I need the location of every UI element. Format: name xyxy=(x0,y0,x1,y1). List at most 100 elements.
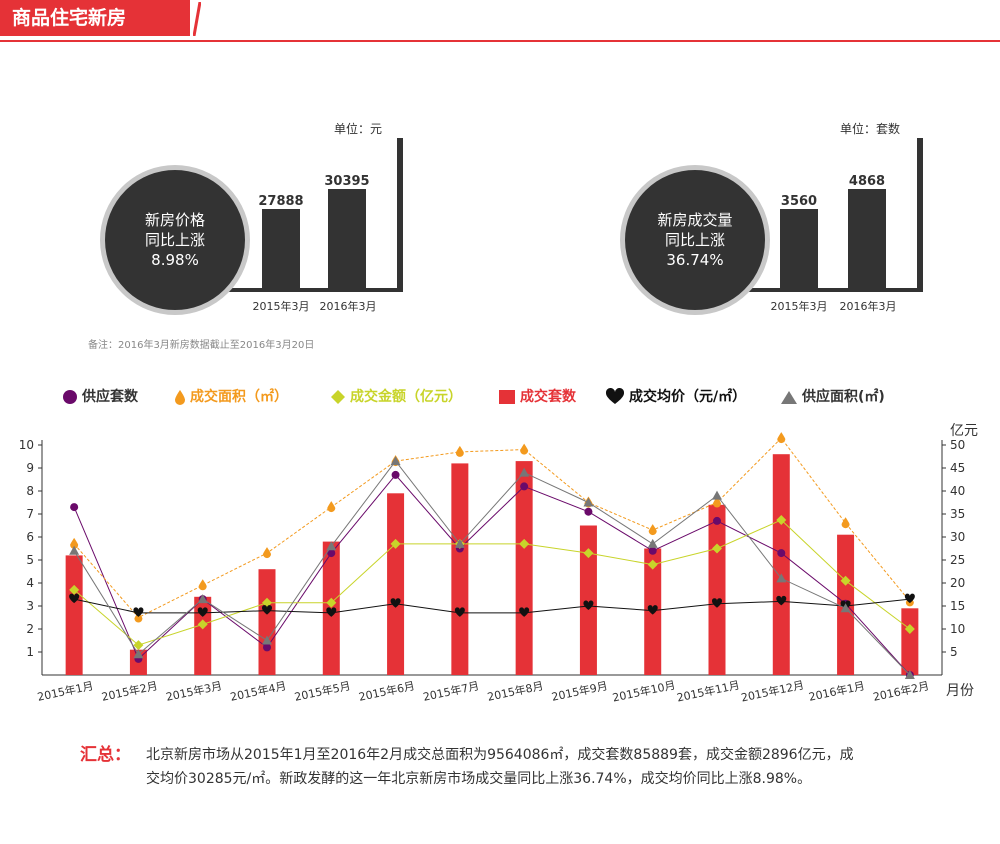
marker-supply-area xyxy=(712,490,722,500)
marker-deal-area xyxy=(520,443,529,455)
marker-avg-price xyxy=(133,607,144,617)
legend-deal-area: 成交面积（㎡） xyxy=(174,385,288,409)
section-title: 商品住宅新房 xyxy=(0,0,190,36)
y-right-tick-label: 40 xyxy=(950,484,965,498)
marker-avg-price xyxy=(326,607,337,617)
line-supply-units xyxy=(73,474,911,676)
legend-label: 供应面积(㎡) xyxy=(802,389,885,405)
x-tick-label: 2015年9月 xyxy=(550,678,609,704)
square-icon xyxy=(499,390,515,404)
volume-badge-line1: 新房成交量 xyxy=(657,211,733,229)
price-badge: 新房价格 同比上涨 8.98% xyxy=(100,165,250,315)
marker-deal-amount xyxy=(904,624,915,634)
x-tick-label: 2015年8月 xyxy=(486,678,545,704)
marker-deal-area xyxy=(134,611,143,623)
volume-unit: 单位：套数 xyxy=(840,122,901,136)
price-panel: 单位：元 新房价格 同比上涨 8.98% 27888 30395 2015年3月… xyxy=(98,110,418,325)
summary-title: 汇总： xyxy=(80,745,131,765)
marker-supply-units xyxy=(777,549,786,558)
price-cat-2015: 2015年3月 xyxy=(252,300,310,313)
marker-deal-area xyxy=(713,496,721,508)
marker-avg-price xyxy=(904,593,915,604)
marker-supply-area xyxy=(69,545,80,555)
price-unit: 单位：元 xyxy=(334,122,383,136)
marker-supply-area xyxy=(519,467,530,477)
price-badge-line3: 8.98% xyxy=(151,251,199,269)
marker-supply-area xyxy=(454,538,465,548)
marker-supply-area xyxy=(647,538,658,548)
y-right-axis-title: 亿元 xyxy=(950,423,978,439)
marker-deal-amount xyxy=(776,514,787,525)
y-left-tick-label: 10 xyxy=(19,438,34,452)
bar-deal-units xyxy=(387,493,405,675)
marker-supply-area xyxy=(583,497,594,507)
section-header: 商品住宅新房 xyxy=(0,0,1000,42)
y-right-tick-label: 10 xyxy=(950,622,965,636)
marker-supply-units xyxy=(648,546,657,555)
marker-supply-area xyxy=(133,649,144,659)
heart-icon xyxy=(605,387,625,404)
y-right-tick-label: 50 xyxy=(950,438,965,452)
header-slash-decoration xyxy=(193,2,201,36)
volume-badge-line3: 36.74% xyxy=(666,251,724,269)
x-tick-label: 2016年2月 xyxy=(872,678,931,704)
marker-supply-area xyxy=(840,603,851,613)
marker-deal-area xyxy=(263,547,271,559)
legend-avg-price: 成交均价（元/㎡） xyxy=(605,385,746,409)
line-supply-area xyxy=(73,460,911,676)
x-axis-title: 月份 xyxy=(946,683,974,699)
marker-supply-units xyxy=(584,507,593,516)
marker-supply-units xyxy=(520,482,529,491)
x-tick-label: 2015年6月 xyxy=(357,678,416,704)
y-left-tick-label: 6 xyxy=(26,530,34,544)
price-badge-line2: 同比上涨 xyxy=(144,231,205,249)
marker-avg-price xyxy=(454,607,465,617)
volume-cat-2015: 2015年3月 xyxy=(770,300,828,313)
marker-deal-amount xyxy=(583,548,594,559)
triangle-icon xyxy=(781,391,797,404)
marker-deal-area xyxy=(648,524,657,536)
marker-deal-amount xyxy=(647,559,658,570)
bar-deal-units xyxy=(708,504,726,675)
legend-label: 成交面积（㎡） xyxy=(190,389,288,405)
marker-avg-price xyxy=(647,605,658,615)
marker-deal-amount xyxy=(262,597,272,608)
volume-bar-2015 xyxy=(780,209,818,290)
marker-avg-price xyxy=(712,598,722,608)
bar-deal-units xyxy=(901,608,919,675)
bar-deal-units xyxy=(322,541,340,675)
marker-avg-price xyxy=(197,607,208,617)
diamond-icon xyxy=(331,390,345,404)
line-deal-area xyxy=(73,437,911,619)
volume-badge: 新房成交量 同比上涨 36.74% xyxy=(620,165,770,315)
y-left-tick-label: 8 xyxy=(26,484,34,498)
price-value-2016: 30395 xyxy=(324,174,370,189)
x-tick-label: 2015年3月 xyxy=(165,678,224,704)
marker-avg-price xyxy=(583,600,594,610)
combo-chart: 123456789105101520253035404550亿元月份2015年1… xyxy=(19,423,978,705)
marker-deal-amount xyxy=(133,640,144,651)
bar-deal-units xyxy=(65,555,83,675)
marker-deal-amount xyxy=(519,538,530,549)
x-tick-label: 2015年7月 xyxy=(422,678,481,704)
marker-deal-area xyxy=(198,579,207,591)
legend-supply-units: 供应套数 xyxy=(62,385,138,409)
marker-deal-amount xyxy=(326,597,337,608)
line-deal-amount xyxy=(73,519,911,646)
x-tick-label: 2015年2月 xyxy=(100,678,159,704)
price-value-2015: 27888 xyxy=(258,194,304,209)
marker-supply-units xyxy=(263,643,271,652)
y-right-tick-label: 25 xyxy=(950,553,965,567)
marker-supply-area xyxy=(904,670,915,679)
marker-deal-amount xyxy=(69,584,80,595)
marker-supply-area xyxy=(326,541,337,551)
x-tick-label: 2015年12月 xyxy=(740,678,806,705)
x-tick-label: 2015年11月 xyxy=(675,678,741,705)
legend-label: 成交套数 xyxy=(520,389,576,405)
price-badge-line1: 新房价格 xyxy=(144,211,205,229)
y-right-tick-label: 20 xyxy=(950,576,965,590)
marker-deal-area xyxy=(777,432,786,444)
x-tick-label: 2016年1月 xyxy=(807,678,866,704)
line-avg-price xyxy=(74,598,910,614)
x-tick-label: 2015年5月 xyxy=(293,678,352,704)
